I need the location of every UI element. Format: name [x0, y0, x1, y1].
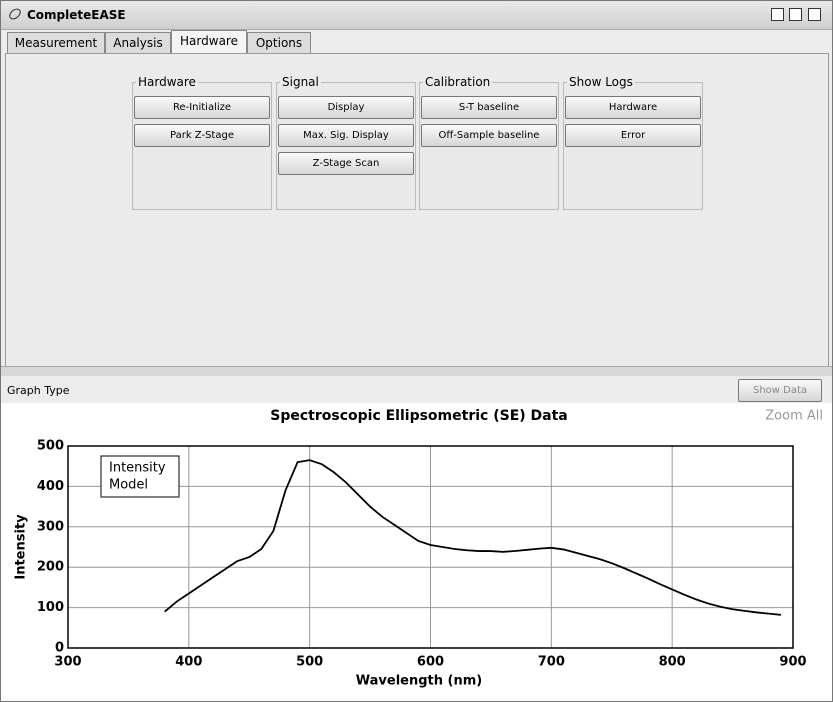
graph-toolbar: Graph Type Show Data: [1, 376, 832, 404]
button[interactable]: Hardware: [565, 96, 701, 119]
title-bar: CompleteEASE: [1, 1, 832, 30]
y-tick-label: 0: [55, 641, 64, 656]
chart-title: Spectroscopic Ellipsometric (SE) Data: [270, 408, 567, 424]
tab[interactable]: Measurement: [7, 32, 105, 53]
graph-type-label[interactable]: Graph Type: [7, 384, 70, 397]
x-tick-label: 300: [54, 655, 81, 670]
legend-entry: Intensity: [109, 461, 166, 476]
button[interactable]: Display: [278, 96, 414, 119]
tab[interactable]: Hardware: [171, 30, 247, 54]
x-tick-label: 600: [417, 655, 444, 670]
button[interactable]: Error: [565, 124, 701, 147]
data-line: [164, 459, 782, 616]
chart-area: Spectroscopic Ellipsometric (SE) Data Zoo…: [1, 403, 832, 701]
chart: Spectroscopic Ellipsometric (SE) Data Zoo…: [14, 408, 824, 689]
x-tick-label: 400: [175, 655, 202, 670]
y-tick-label: 200: [37, 560, 64, 575]
tab[interactable]: Options: [247, 32, 311, 53]
y-tick-label: 500: [37, 439, 64, 454]
group-title: Show Logs: [567, 75, 635, 89]
x-axis-label: Wavelength (nm): [356, 674, 482, 689]
legend-box: [100, 455, 180, 498]
button[interactable]: Re-Initialize: [134, 96, 270, 119]
y-tick-label: 400: [37, 479, 64, 494]
y-tick-label: 300: [37, 519, 64, 534]
plot-border: [67, 445, 794, 649]
button[interactable]: Park Z-Stage: [134, 124, 270, 147]
y-tick-label: 100: [37, 600, 64, 615]
legend-entry: Model: [109, 478, 148, 493]
x-tick-label: 700: [538, 655, 565, 670]
button[interactable]: Max. Sig. Display: [278, 124, 414, 147]
button[interactable]: S-T baseline: [421, 96, 557, 119]
window-title: CompleteEASE: [27, 8, 126, 22]
hardware-panel: Hardware Re-Initialize Park Z-Stage Signal D…: [5, 53, 829, 367]
y-axis-label: Intensity: [14, 514, 29, 580]
maximize-button[interactable]: [789, 8, 802, 21]
button[interactable]: Off-Sample baseline: [421, 124, 557, 147]
app-icon: [9, 8, 21, 20]
minimize-button[interactable]: [771, 8, 784, 21]
button[interactable]: Z-Stage Scan: [278, 152, 414, 175]
show-data-button[interactable]: Show Data: [738, 379, 822, 402]
x-tick-label: 500: [296, 655, 323, 670]
x-tick-label: 800: [659, 655, 686, 670]
zoom-all[interactable]: Zoom All: [765, 409, 823, 424]
tab[interactable]: Analysis: [105, 32, 171, 53]
x-tick-label: 900: [779, 655, 806, 670]
group-title: Calibration: [423, 75, 493, 89]
group-title: Signal: [280, 75, 321, 89]
close-button[interactable]: [808, 8, 821, 21]
group-title: Hardware: [136, 75, 198, 89]
